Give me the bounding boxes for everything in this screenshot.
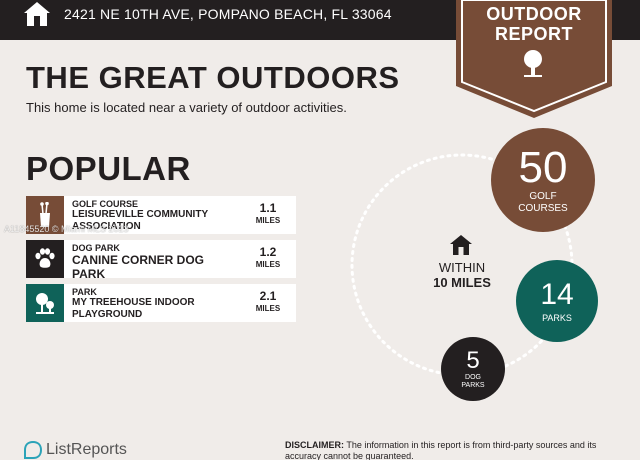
- golf-count-value: 50: [518, 143, 568, 192]
- item-category: GOLF COURSE: [72, 199, 139, 209]
- popular-item-golf: GOLF COURSE LEISUREVILLE COMMUNITY ASSOC…: [26, 196, 296, 234]
- distance-unit: MILES: [255, 260, 281, 269]
- disclaimer: DISCLAIMER: The information in this repo…: [285, 440, 625, 460]
- golf-bag-icon: [26, 196, 64, 234]
- popular-heading: POPULAR: [26, 150, 191, 187]
- brand-name: ListReports: [46, 441, 127, 458]
- badge-title: OUTDOOR REPORT: [456, 4, 612, 44]
- radius-label: WITHIN 10 MILES: [412, 260, 512, 290]
- item-distance: 1.1 MILES: [248, 202, 288, 226]
- parks-count: 14 PARKS: [516, 260, 598, 342]
- mls-watermark: A11845520 © Miami MLS 2023: [4, 224, 129, 234]
- golf-courses-count: 50 GOLF COURSES: [491, 128, 595, 232]
- item-name: MY TREEHOUSE INDOOR PLAYGROUND: [72, 297, 195, 320]
- badge-line-2: REPORT: [494, 24, 573, 44]
- item-name: LEISUREVILLE COMMUNITY ASSOCIATION: [72, 209, 208, 232]
- dog-label-1: DOG: [465, 374, 481, 381]
- parks-count-value: 14: [540, 278, 574, 311]
- item-category: DOG PARK: [72, 243, 120, 253]
- radius-distance: 10 MILES: [433, 275, 491, 290]
- distance-unit: MILES: [255, 304, 281, 313]
- item-category: PARK: [72, 287, 97, 297]
- popular-item-park: PARK MY TREEHOUSE INDOOR PLAYGROUND 2.1 …: [26, 284, 296, 322]
- golf-label-2: COURSES: [518, 203, 568, 214]
- popular-item-dog-park: DOG PARK CANINE CORNER DOG PARK 1.2 MILE…: [26, 240, 296, 279]
- page-subtitle: This home is located near a variety of o…: [26, 100, 347, 115]
- home-icon: [24, 2, 50, 26]
- disclaimer-label: DISCLAIMER:: [285, 440, 344, 450]
- tree-icon: [524, 50, 542, 77]
- item-name: CANINE CORNER DOG PARK: [72, 253, 205, 279]
- dog-count-value: 5: [466, 347, 480, 374]
- within-text: WITHIN: [438, 260, 486, 275]
- golf-label-1: GOLF: [529, 191, 557, 202]
- distance-value: 1.1: [259, 201, 277, 215]
- dog-label-2: PARKS: [461, 382, 485, 389]
- distance-value: 2.1: [259, 289, 277, 303]
- property-address: 2421 NE 10TH AVE, POMPANO BEACH, FL 3306…: [64, 6, 392, 22]
- listreports-logo-icon: [24, 441, 42, 459]
- distance-value: 1.2: [259, 245, 277, 259]
- home-icon: [450, 235, 472, 255]
- dog-parks-count: 5 DOG PARKS: [441, 337, 505, 401]
- badge-line-1: OUTDOOR: [486, 4, 582, 24]
- item-distance: 1.2 MILES: [248, 246, 288, 270]
- paw-icon: [26, 240, 64, 278]
- page-title: THE GREAT OUTDOORS: [26, 60, 400, 95]
- park-icon: [26, 284, 64, 322]
- disclaimer-text: The information in this report is from t…: [285, 440, 597, 460]
- parks-label: PARKS: [542, 313, 572, 323]
- distance-unit: MILES: [255, 216, 281, 225]
- item-distance: 2.1 MILES: [248, 290, 288, 314]
